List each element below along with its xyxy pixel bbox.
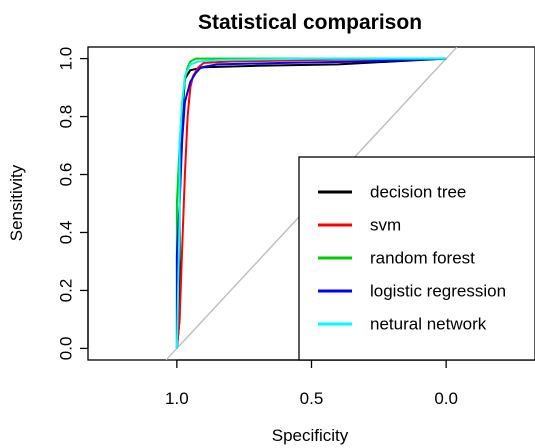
y-tick-label: 1.0 [57, 47, 76, 71]
legend-label: random forest [370, 249, 475, 268]
y-tick-label: 0.4 [57, 221, 76, 245]
series-line-netural-network [175, 57, 447, 349]
y-tick-label: 0.2 [57, 279, 76, 303]
x-axis: 1.0 0.5 0.0 [165, 359, 458, 408]
x-tick-label: 1.0 [165, 389, 189, 408]
x-tick-label: 0.5 [300, 389, 324, 408]
legend: decision tree svm random forest logistic re… [298, 156, 535, 361]
y-axis-label: Sensitivity [7, 164, 26, 241]
legend-label: netural network [370, 315, 487, 334]
legend-label: decision tree [370, 183, 466, 202]
series-layer [175, 57, 447, 349]
x-tick-label: 0.0 [434, 389, 458, 408]
y-tick-label: 0.8 [57, 105, 76, 129]
legend-label: logistic regression [370, 282, 506, 301]
y-tick-label: 0.0 [57, 337, 76, 361]
legend-label: svm [370, 216, 401, 235]
series-line-svm [175, 57, 447, 349]
y-tick-label: 0.6 [57, 163, 76, 187]
chart-title: Statistical comparison [198, 11, 422, 34]
x-axis-label: Specificity [272, 426, 349, 445]
y-axis: 0.0 0.2 0.4 0.6 0.8 1.0 [57, 47, 89, 360]
